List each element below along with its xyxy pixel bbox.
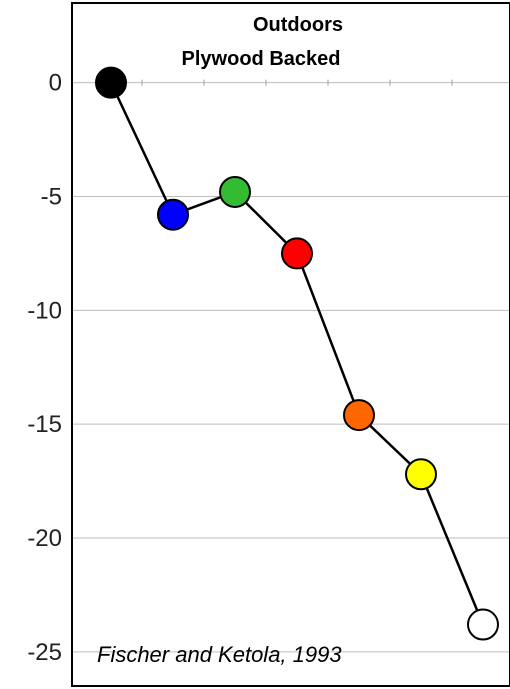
data-points: [95, 66, 499, 641]
data-point: [343, 399, 375, 432]
data-point: [405, 458, 437, 491]
y-tick-labels: 0 -5 -10 -15 -20 -25: [27, 70, 62, 666]
data-point: [281, 237, 313, 270]
y-tick-label: -5: [41, 184, 62, 211]
y-tick-label: -20: [27, 525, 62, 552]
data-point: [219, 175, 251, 208]
data-point: [157, 198, 189, 231]
chart-title-line-1: Outdoors: [253, 14, 343, 36]
y-tick-label: -25: [27, 639, 62, 666]
gridlines: [72, 82, 510, 653]
top-ticks: [141, 79, 453, 86]
series-line: [109, 82, 485, 626]
y-tick-label: -15: [27, 411, 62, 438]
source-annotation: Fischer and Ketola, 1993: [97, 642, 342, 667]
data-point: [467, 608, 499, 641]
data-point: [95, 66, 127, 99]
y-tick-label: -10: [27, 297, 62, 324]
plot-frame: [71, 2, 510, 687]
chart-title-line-2: Plywood Backed: [182, 48, 341, 70]
y-tick-label: 0: [49, 70, 62, 97]
